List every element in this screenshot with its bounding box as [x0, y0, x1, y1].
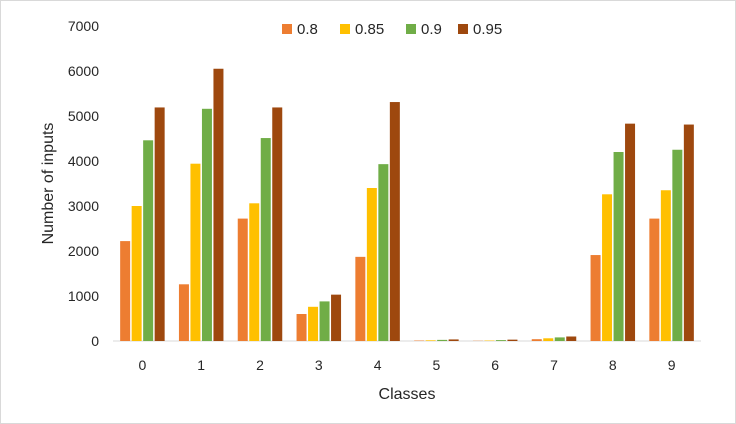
y-tick-label: 0	[91, 333, 99, 349]
bar-series-0.8-class-8	[590, 255, 601, 341]
bar-series-0.9-class-0	[143, 140, 154, 341]
bar-series-0.85-class-3	[308, 306, 319, 341]
y-axis-tick-labels: 0 1000 2000 3000 4000 5000 6000 7000	[68, 18, 99, 349]
legend-swatch	[282, 24, 292, 34]
x-tick-label: 3	[315, 357, 323, 373]
legend-item-0.8: 0.8	[282, 21, 318, 38]
bar-series-0.95-class-4	[389, 102, 400, 341]
bar-series-0.8-class-4	[355, 256, 366, 341]
bar-series-0.8-class-7	[531, 339, 542, 341]
legend: 0.8 0.85 0.9 0.95	[282, 21, 502, 38]
bar-series-0.8-class-0	[120, 241, 131, 341]
y-tick-label: 2000	[68, 243, 99, 259]
y-tick-label: 4000	[68, 153, 99, 169]
bar-series-0.9-class-8	[613, 152, 624, 341]
x-tick-label: 1	[197, 357, 205, 373]
y-tick-label: 5000	[68, 108, 99, 124]
legend-item-0.85: 0.85	[340, 21, 384, 38]
y-axis-title: Number of inputs	[40, 123, 57, 245]
x-tick-label: 9	[668, 357, 676, 373]
bar-series-0.95-class-8	[625, 123, 636, 342]
bar-series-0.95-class-3	[331, 294, 342, 341]
bar-series-0.85-class-4	[366, 188, 377, 341]
bar-series-0.8-class-3	[296, 314, 307, 341]
bar-series-0.9-class-2	[260, 138, 271, 341]
bar-series-0.9-class-3	[319, 301, 330, 341]
x-axis-title: Classes	[379, 386, 436, 403]
bar-series-0.85-class-2	[249, 203, 260, 341]
y-tick-label: 3000	[68, 198, 99, 214]
bar-series-0.9-class-7	[554, 337, 565, 341]
bar-series-0.95-class-7	[566, 336, 577, 341]
bar-series-0.85-class-9	[660, 190, 671, 341]
x-tick-label: 2	[256, 357, 264, 373]
legend-label: 0.9	[421, 21, 442, 38]
bar-series-0.9-class-4	[378, 164, 389, 341]
legend-item-0.95: 0.95	[458, 21, 502, 38]
bar-series-0.95-class-9	[683, 124, 694, 341]
bars	[120, 68, 694, 342]
legend-label: 0.8	[297, 21, 318, 38]
bar-series-0.95-class-6	[507, 339, 518, 341]
legend-swatch	[406, 24, 416, 34]
bar-series-0.85-class-1	[190, 163, 201, 341]
x-axis-tick-labels: 0 1 2 3 4 5 6 7 8 9	[139, 357, 676, 373]
bar-series-0.85-class-7	[543, 338, 554, 341]
y-tick-label: 6000	[68, 63, 99, 79]
bar-series-0.95-class-5	[448, 339, 459, 341]
bar-series-0.8-class-2	[237, 218, 248, 341]
x-tick-label: 4	[374, 357, 382, 373]
y-tick-label: 7000	[68, 18, 99, 34]
x-tick-label: 5	[433, 357, 441, 373]
x-tick-label: 6	[491, 357, 499, 373]
y-tick-label: 1000	[68, 288, 99, 304]
legend-swatch	[458, 24, 468, 34]
bar-series-0.85-class-5	[425, 340, 436, 341]
bar-series-0.9-class-1	[201, 108, 212, 341]
bar-series-0.9-class-6	[495, 340, 506, 341]
bar-series-0.8-class-1	[178, 284, 189, 341]
x-tick-label: 7	[550, 357, 558, 373]
bar-series-0.85-class-8	[602, 194, 613, 341]
x-tick-label: 8	[609, 357, 617, 373]
bar-series-0.9-class-9	[672, 149, 683, 341]
legend-label: 0.85	[355, 21, 384, 38]
bar-series-0.85-class-0	[131, 206, 142, 341]
bar-series-0.95-class-2	[272, 107, 283, 341]
x-tick-label: 0	[139, 357, 147, 373]
legend-swatch	[340, 24, 350, 34]
bar-series-0.9-class-5	[437, 339, 448, 341]
bar-series-0.8-class-9	[649, 218, 660, 341]
bar-series-0.95-class-1	[213, 68, 224, 341]
legend-label: 0.95	[473, 21, 502, 38]
bar-series-0.95-class-0	[154, 107, 165, 341]
legend-item-0.9: 0.9	[406, 21, 442, 38]
